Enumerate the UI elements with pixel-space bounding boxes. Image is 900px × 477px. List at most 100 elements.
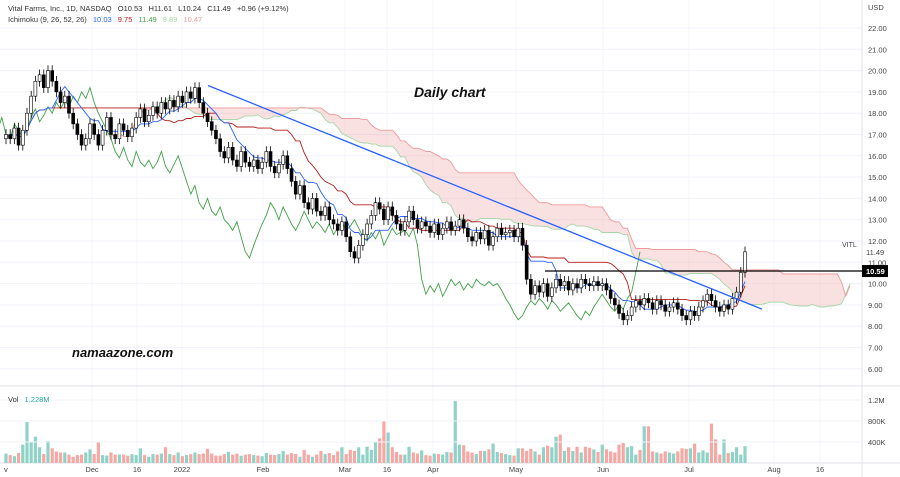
ichimoku-cloud-segment <box>715 254 720 280</box>
candle-body <box>251 159 256 167</box>
volume-bar <box>579 452 583 463</box>
candle-body <box>520 227 525 246</box>
ichimoku-cloud-segment <box>761 269 766 305</box>
volume-bar <box>218 455 222 463</box>
ichimoku-cloud-segment <box>677 249 683 276</box>
volume-bar <box>84 452 88 463</box>
candle-body <box>390 206 395 216</box>
price-tick-label: 8.00 <box>868 322 883 331</box>
candle-body <box>697 306 701 316</box>
candle-body <box>92 123 96 135</box>
ichimoku-cloud-segment <box>333 114 338 128</box>
candle-body <box>260 161 264 169</box>
candle-body <box>461 219 466 229</box>
volume-bar <box>604 449 609 463</box>
volume-bar <box>105 455 109 463</box>
candle-body <box>638 300 642 306</box>
volume-bar <box>642 426 646 463</box>
candle-body <box>411 210 416 220</box>
chart-title-annotation: Daily chart <box>414 84 486 100</box>
candle-body <box>718 306 722 312</box>
ichimoku-cloud-segment <box>606 213 611 233</box>
price-tick-label: 22.00 <box>868 24 887 33</box>
candle-body <box>46 70 50 88</box>
volume-bar <box>117 454 121 463</box>
volume-value: 1.228M <box>24 395 50 404</box>
volume-bar <box>184 455 189 463</box>
ichimoku-cloud-segment <box>782 274 787 304</box>
ichimoku-cloud-segment <box>375 128 380 147</box>
candle-body <box>369 215 374 225</box>
ichimoku-cloud-segment <box>753 269 758 305</box>
volume-bar <box>252 455 256 463</box>
volume-bar <box>33 436 37 463</box>
ichimoku-cloud-segment <box>463 172 468 222</box>
volume-bar <box>323 454 327 463</box>
candle-body <box>604 283 609 291</box>
volume-bar <box>50 448 54 463</box>
candle-body <box>193 87 197 99</box>
ichimoku-cloud-segment <box>388 130 393 147</box>
volume-bar <box>680 448 684 463</box>
volume-bar <box>445 451 449 463</box>
volume-bar <box>499 453 504 463</box>
volume-bar <box>592 449 596 463</box>
candle-body <box>646 298 651 304</box>
ohlc-close: C11.49 <box>207 4 231 13</box>
volume-bar <box>449 452 453 463</box>
volume-bar <box>197 454 201 463</box>
ichimoku-cloud-segment <box>526 189 531 226</box>
volume-bar <box>205 448 210 463</box>
candle-body <box>83 138 88 146</box>
volume-bar <box>541 447 546 463</box>
ichimoku-legend[interactable]: Ichimoku (9, 26, 52, 26) 10.03 9.75 11.4… <box>8 15 206 24</box>
ichimoku-cloud-segment <box>581 204 586 227</box>
price-tick-label: 7.00 <box>868 344 883 353</box>
candle-body <box>188 91 193 99</box>
ichimoku-cloud-segment <box>241 107 246 118</box>
volume-bar <box>676 451 680 463</box>
volume-bar <box>714 439 718 463</box>
trend-line <box>207 84 763 310</box>
volume-bar <box>600 444 604 463</box>
ichimoku-cloud-segment <box>224 107 229 120</box>
volume-bar <box>478 450 483 463</box>
volume-label: Vol <box>8 395 19 404</box>
candle-body <box>272 166 277 174</box>
candle-body <box>180 95 185 103</box>
ichimoku-cloud-segment <box>547 202 552 229</box>
candle-body <box>743 251 747 273</box>
ichimoku-cloud-segment <box>841 282 846 304</box>
ichimoku-cloud-segment <box>211 107 216 120</box>
ichimoku-cloud-segment <box>807 274 813 306</box>
ichimoku-cloud-segment <box>539 202 544 227</box>
volume-bar <box>474 454 478 463</box>
candle-body <box>319 210 323 216</box>
volume-bar <box>667 452 672 463</box>
volume-bar <box>281 450 285 463</box>
volume-bar <box>739 454 743 463</box>
candle-body <box>201 102 206 114</box>
volume-bar <box>730 451 735 463</box>
candle-body <box>562 281 567 287</box>
ichimoku-cloud-segment <box>698 251 704 274</box>
ichimoku-cloud-segment <box>215 107 221 120</box>
volume-bar <box>403 454 407 463</box>
price-tick-label: 10.00 <box>868 280 887 289</box>
ichimoku-cloud-segment <box>602 206 607 233</box>
ichimoku-cloud-segment <box>262 107 267 120</box>
volume-bar <box>201 453 205 463</box>
candle-body <box>134 117 138 129</box>
candle-body <box>104 117 109 131</box>
ichimoku-cloud-segment <box>379 130 384 147</box>
candle-body <box>67 95 71 114</box>
candle-body <box>344 221 348 238</box>
ichimoku-value: 9.89 <box>162 15 178 24</box>
volume-bar <box>138 448 142 463</box>
ichimoku-cloud-segment <box>421 149 426 185</box>
ichimoku-cloud-segment <box>824 274 829 308</box>
ichimoku-cloud-segment <box>220 107 225 120</box>
candle-body <box>176 95 180 108</box>
